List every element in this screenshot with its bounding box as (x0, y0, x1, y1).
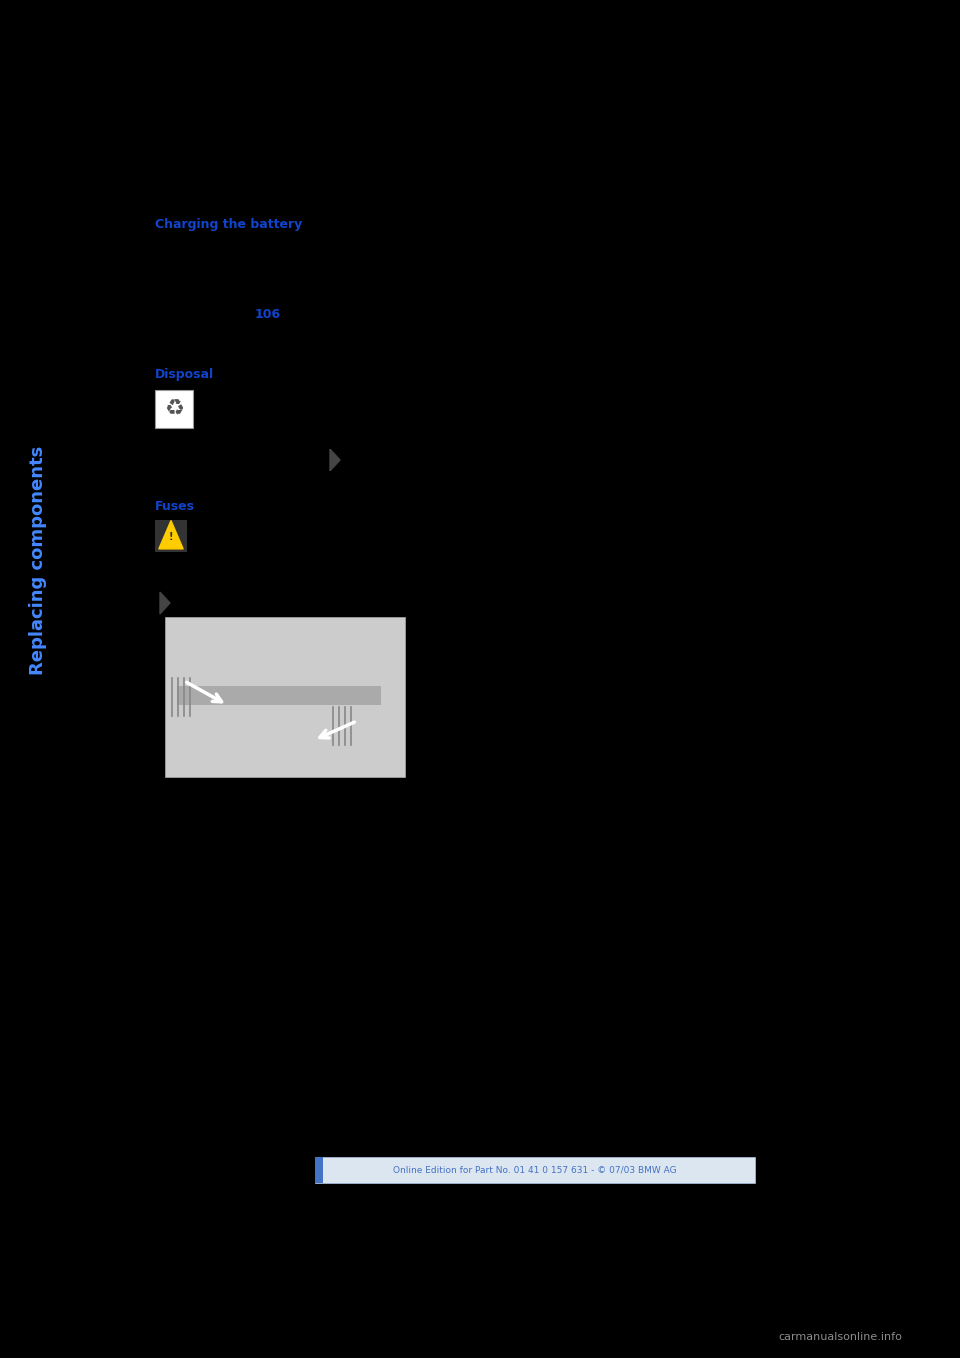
FancyBboxPatch shape (155, 520, 187, 551)
Text: 106: 106 (255, 308, 281, 320)
Text: Replacing components: Replacing components (29, 445, 47, 675)
Text: Fuses: Fuses (155, 500, 195, 513)
FancyBboxPatch shape (315, 1157, 323, 1183)
Text: Online Edition for Part No. 01 41 0 157 631 - © 07/03 BMW AG: Online Edition for Part No. 01 41 0 157 … (394, 1165, 677, 1175)
FancyBboxPatch shape (177, 686, 381, 705)
Text: Charging the battery: Charging the battery (155, 219, 302, 231)
Polygon shape (158, 520, 183, 549)
Text: !: ! (169, 532, 173, 542)
FancyBboxPatch shape (315, 1157, 755, 1183)
Polygon shape (160, 592, 170, 614)
FancyBboxPatch shape (155, 390, 193, 428)
Polygon shape (330, 449, 340, 471)
FancyBboxPatch shape (165, 617, 405, 777)
Text: Disposal: Disposal (155, 368, 214, 382)
Text: ♻: ♻ (164, 399, 184, 420)
Text: carmanualsonline.info: carmanualsonline.info (778, 1332, 902, 1342)
